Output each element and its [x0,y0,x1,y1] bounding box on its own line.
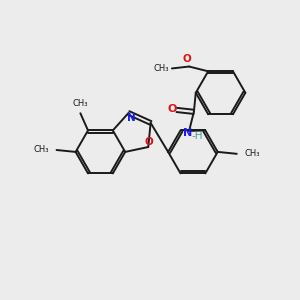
Text: CH₃: CH₃ [244,149,260,158]
Text: O: O [183,54,192,64]
Text: N: N [183,128,192,138]
Text: O: O [167,104,177,114]
Text: O: O [145,137,154,147]
Text: CH₃: CH₃ [154,64,169,73]
Text: CH₃: CH₃ [33,146,49,154]
Text: -H: -H [192,131,203,141]
Text: CH₃: CH₃ [73,98,88,107]
Text: N: N [127,113,136,123]
